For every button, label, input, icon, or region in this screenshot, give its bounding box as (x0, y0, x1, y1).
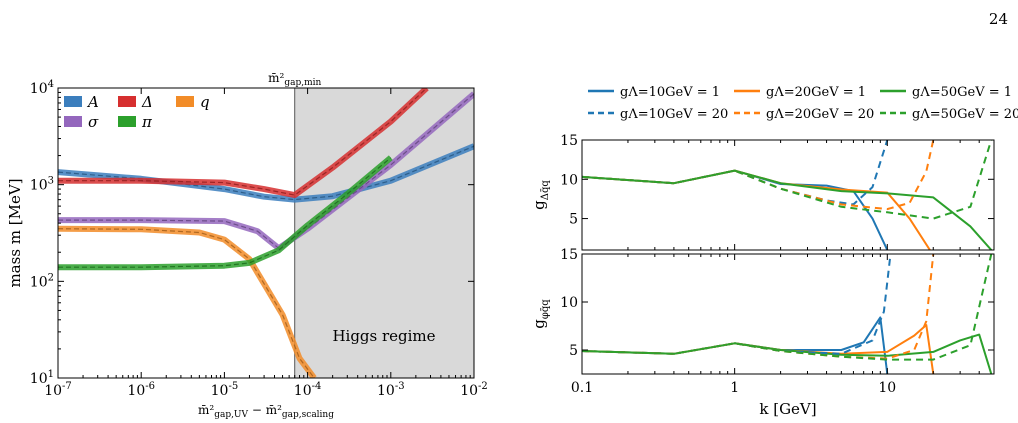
right-xtick-label: 0.1 (571, 380, 593, 396)
higgs-regime-label: Higgs regime (332, 327, 435, 345)
tseries-curve-4 (582, 140, 935, 211)
left-xtick-label: 10-6 (127, 381, 155, 399)
tseries-curve-5 (582, 140, 993, 220)
legend-entry: gΛ=10GeV = 1 (620, 85, 720, 100)
tseries-curve-3 (582, 140, 889, 206)
legend-swatch (176, 96, 194, 107)
right-legend: gΛ=10GeV = 1 gΛ=20GeV = 1 gΛ=50GeV = 1 gΛ=1… (588, 85, 1018, 122)
right-xtick-label: 10 (878, 380, 896, 396)
legend-swatch (64, 116, 82, 127)
legend-entry: gΛ=50GeV = 1 (912, 85, 1012, 100)
bseries-curve-1 (582, 324, 935, 374)
right-ytick-label: 5 (569, 212, 578, 228)
legend-swatch (64, 96, 82, 107)
legend-label: A (86, 93, 99, 111)
left-xtick-label: 10-7 (44, 381, 72, 399)
right-ytick-label: 10 (560, 172, 578, 188)
right-xtick-label: 1 (730, 380, 739, 396)
right-ytick-label: 15 (560, 133, 578, 149)
gap-min-label: m̄²gap,min (268, 71, 321, 88)
right-ytick-label: 15 (560, 247, 578, 263)
left-ylabel: mass m [MeV] (6, 178, 24, 287)
right-ytick-label: 10 (560, 295, 578, 311)
right-coupling-charts: gΛ=10GeV = 1 gΛ=20GeV = 1 gΛ=50GeV = 1 gΛ=1… (530, 85, 1018, 418)
legend-entry: gΛ=10GeV = 20 (620, 107, 728, 122)
left-ytick-label: 102 (30, 272, 54, 290)
top-plot-frame (581, 139, 995, 251)
top-ylabel: gΔq̄q (530, 180, 551, 210)
left-xtick-label: 10-5 (211, 381, 239, 399)
bseries-curve-4 (582, 254, 935, 360)
legend-label: π (141, 113, 153, 131)
legend-entry: gΛ=20GeV = 20 (766, 107, 874, 122)
bseries-curve-0 (582, 316, 889, 374)
left-ytick-label: 104 (30, 79, 54, 97)
mass-curve-core-1 (58, 88, 428, 196)
legend-label: q (200, 93, 210, 111)
legend-label: σ (88, 113, 99, 131)
left-ytick-label: 103 (30, 176, 54, 194)
left-xtick-label: 10-2 (460, 381, 488, 399)
mass-curve-core-3 (58, 93, 474, 249)
left-xtick-label: 10-4 (294, 381, 322, 399)
higgs-regime-shading (294, 88, 474, 378)
legend-entry: gΛ=20GeV = 1 (766, 85, 866, 100)
legend-entry: gΛ=50GeV = 20 (912, 107, 1018, 122)
bseries-curve-5 (582, 254, 993, 361)
legend-swatch (118, 116, 136, 127)
right-ytick-label: 5 (569, 343, 578, 359)
left-plot-frame (57, 87, 475, 379)
left-xlabel: m̄²gap,UV − m̄²gap,scaling (198, 403, 334, 420)
tseries-curve-0 (582, 169, 889, 250)
tseries-curve-2 (582, 169, 993, 250)
bottom-ylabel: gφq̄q (530, 299, 551, 329)
right-xlabel: k [GeV] (759, 400, 816, 418)
mass-curve-core-2 (58, 228, 315, 378)
left-xtick-label: 10-3 (377, 381, 405, 399)
bottom-plot-frame (581, 253, 995, 375)
page-number: 24 (988, 10, 1008, 28)
bseries-curve-3 (582, 254, 892, 355)
legend-label: Δ (141, 93, 153, 111)
mass-curve-core-4 (58, 157, 392, 268)
legend-swatch (118, 96, 136, 107)
